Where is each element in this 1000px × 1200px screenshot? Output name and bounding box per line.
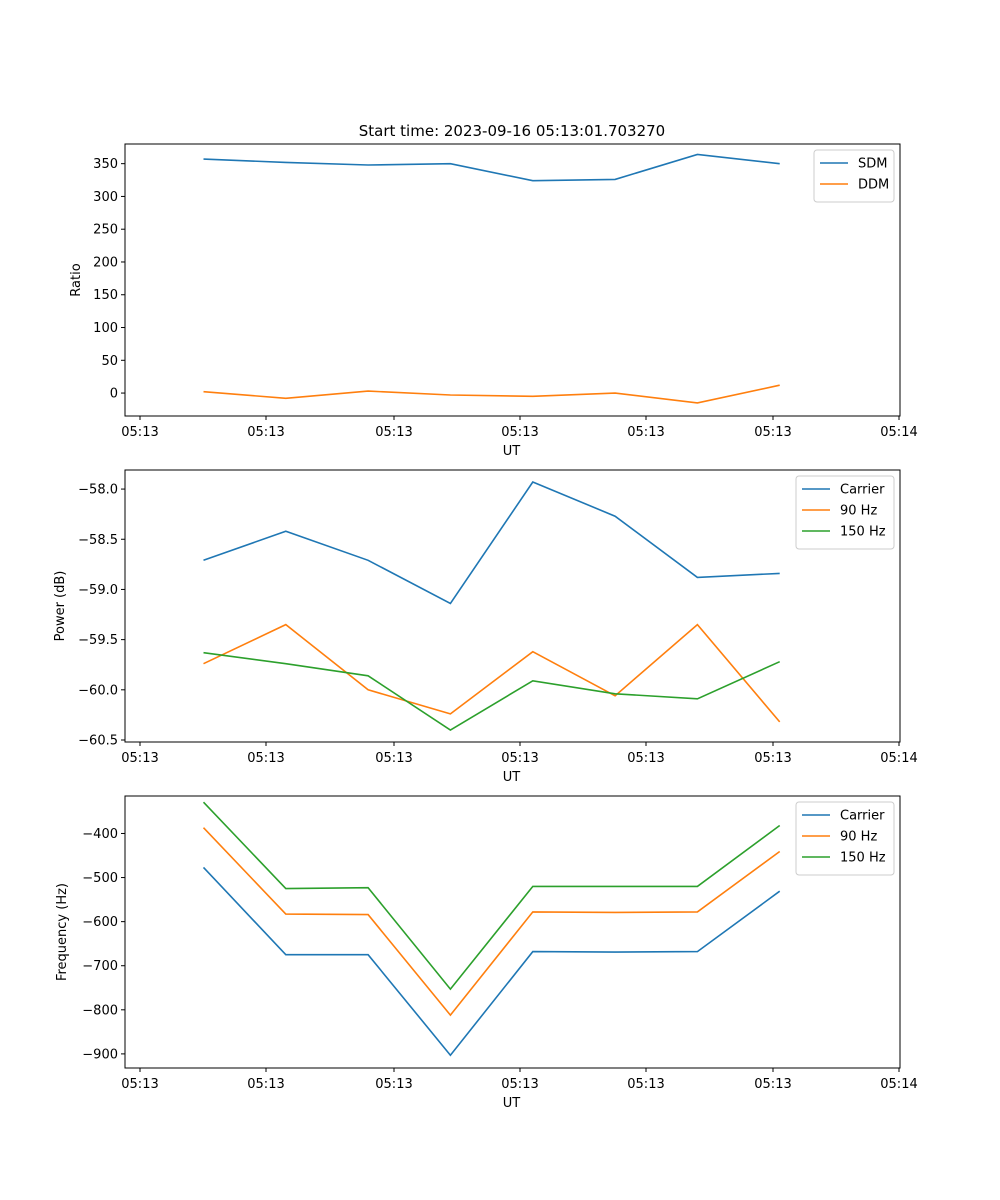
frequency-panel: 05:13 05:13 05:13 05:13 05:13 05:13 05:14 −900 −… [55, 795, 918, 1111]
x-axis-label: UT [503, 770, 521, 785]
y-tick-label: 0 [110, 387, 118, 402]
x-tick-label: 05:13 [375, 1077, 412, 1092]
series-line-90-hz [202, 827, 781, 1017]
axes-frame [124, 795, 901, 1069]
x-tick-label: 05:14 [880, 1077, 917, 1092]
y-tick-label: 350 [93, 157, 118, 172]
y-axis-label: Power (dB) [53, 571, 68, 642]
legend-entry: SDM [858, 157, 887, 172]
y-tick-label: −60.0 [78, 683, 118, 698]
x-axis-label: UT [503, 1096, 521, 1111]
legend-entry: 90 Hz [840, 830, 877, 845]
y-tick-label: 250 [93, 223, 118, 238]
y-tick-label: 50 [101, 354, 118, 369]
x-tick-label: 05:14 [880, 425, 917, 440]
series-line-carrier [203, 481, 780, 605]
power-panel: 05:13 05:13 05:13 05:13 05:13 05:13 05:14 −60.5… [53, 469, 918, 785]
x-tick-label: 05:13 [754, 425, 791, 440]
series-line-ddm [203, 384, 780, 404]
x-tick-label: 05:13 [375, 751, 412, 766]
x-axis-label: UT [503, 444, 521, 459]
legend-entry: Carrier [840, 483, 885, 498]
x-tick-label: 05:13 [754, 751, 791, 766]
y-tick-label: 300 [93, 190, 118, 205]
y-tick-label: −59.0 [78, 583, 118, 598]
series-line-150-hz [203, 651, 781, 731]
ratio-panel: 05:13 05:13 05:13 05:13 05:13 05:13 05:14 0 50 10… [69, 143, 918, 459]
y-tick-label: −58.5 [78, 533, 118, 548]
legend-entry: 150 Hz [840, 525, 886, 540]
x-tick-label: 05:13 [121, 1077, 158, 1092]
chart-title: Start time: 2023-09-16 05:13:01.703270 [359, 122, 665, 140]
x-tick-label: 05:13 [501, 1077, 538, 1092]
x-tick-label: 05:13 [247, 751, 284, 766]
x-tick-label: 05:13 [121, 751, 158, 766]
x-tick-label: 05:13 [247, 425, 284, 440]
x-tick-label: 05:13 [247, 1077, 284, 1092]
x-tick-label: 05:14 [880, 751, 917, 766]
legend-entry: DDM [858, 178, 889, 193]
x-tick-label: 05:13 [501, 751, 538, 766]
y-tick-label: −60.5 [78, 733, 118, 748]
axes-frame [124, 469, 901, 743]
y-tick-label: 150 [93, 288, 118, 303]
series-line-150-hz [202, 801, 781, 991]
y-axis-label: Frequency (Hz) [55, 883, 70, 981]
series-line-sdm [203, 153, 780, 182]
legend-entry: Carrier [840, 809, 885, 824]
series-line-90-hz [203, 623, 781, 723]
x-tick-label: 05:13 [501, 425, 538, 440]
x-tick-label: 05:13 [121, 425, 158, 440]
y-tick-label: 100 [93, 321, 118, 336]
y-tick-label: −58.0 [78, 483, 118, 498]
y-tick-label: −500 [82, 871, 118, 886]
y-tick-label: −900 [82, 1047, 118, 1062]
x-tick-label: 05:13 [627, 751, 664, 766]
series-line-carrier [202, 866, 781, 1057]
x-tick-label: 05:13 [754, 1077, 791, 1092]
y-tick-label: −700 [82, 959, 118, 974]
y-tick-label: −800 [82, 1003, 118, 1018]
y-tick-label: −59.5 [78, 633, 118, 648]
legend-entry: 90 Hz [840, 504, 877, 519]
y-tick-label: 200 [93, 255, 118, 270]
axes-frame [124, 143, 901, 417]
x-tick-label: 05:13 [627, 425, 664, 440]
y-tick-label: −600 [82, 915, 118, 930]
y-tick-label: −400 [82, 827, 118, 842]
legend-entry: 150 Hz [840, 851, 886, 866]
x-tick-label: 05:13 [375, 425, 412, 440]
y-axis-label: Ratio [69, 263, 84, 296]
x-tick-label: 05:13 [627, 1077, 664, 1092]
